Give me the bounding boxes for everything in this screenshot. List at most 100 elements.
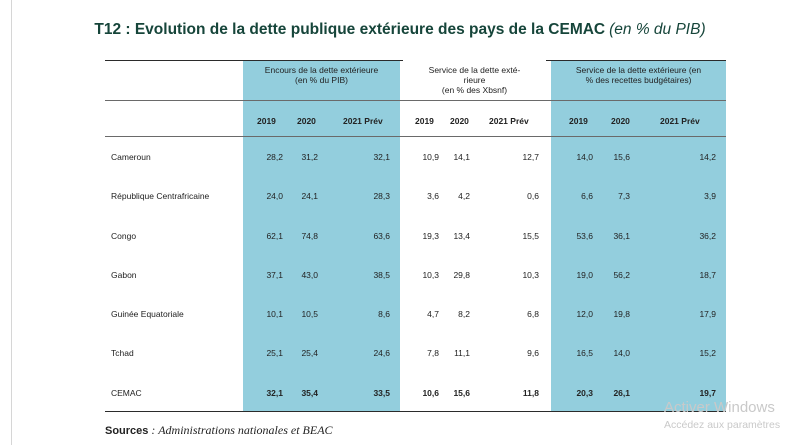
value-cell: 26,1 xyxy=(613,388,630,398)
value-cell: 16,5 xyxy=(576,348,593,358)
country-name: Congo xyxy=(111,231,137,241)
value-cell: 24,6 xyxy=(373,348,390,358)
group-header-line: Encours de la dette extérieure xyxy=(264,65,379,75)
value-cell: 9,6 xyxy=(527,348,539,358)
group-header-line: (en % des Xbsnf) xyxy=(441,85,508,95)
value-cell: 19,8 xyxy=(613,309,630,319)
country-name: Guinée Equatoriale xyxy=(111,309,184,319)
value-cell: 35,4 xyxy=(301,388,318,398)
watermark-line-2: Accédez aux paramètres xyxy=(664,419,781,431)
years-divider-rule xyxy=(105,136,726,137)
value-cell: 32,1 xyxy=(373,152,390,162)
value-cell: 28,3 xyxy=(373,191,390,201)
value-cell: 15,2 xyxy=(699,348,716,358)
country-name: Tchad xyxy=(111,348,134,358)
value-cell: 29,8 xyxy=(453,270,470,280)
value-cell: 7,8 xyxy=(427,348,439,358)
sources-label: Sources xyxy=(105,425,149,437)
sources-text: : Administrations nationales et BEAC xyxy=(151,423,333,437)
value-cell: 31,2 xyxy=(301,152,318,162)
year-header: 2019 xyxy=(257,116,276,126)
value-cell: 10,9 xyxy=(422,152,439,162)
group-header-service-budget: Service de la dette extérieure (en % des… xyxy=(551,65,726,85)
value-cell: 19,0 xyxy=(576,270,593,280)
service-xbsnf-header-bg xyxy=(403,60,546,100)
group-header-encours: Encours de la dette extérieure (en % du … xyxy=(243,65,400,85)
value-cell: 14,1 xyxy=(453,152,470,162)
value-cell: 3,9 xyxy=(704,191,716,201)
group-header-line: (en % du PIB) xyxy=(295,75,348,85)
value-cell: 36,1 xyxy=(613,231,630,241)
sources-note: Sources : Administrations nationales et … xyxy=(105,423,333,438)
value-cell: 14,0 xyxy=(576,152,593,162)
value-cell: 63,6 xyxy=(373,231,390,241)
value-cell: 15,6 xyxy=(453,388,470,398)
value-cell: 6,6 xyxy=(581,191,593,201)
year-header: 2020 xyxy=(297,116,316,126)
value-cell: 28,2 xyxy=(266,152,283,162)
value-cell: 4,7 xyxy=(427,309,439,319)
debt-table: Encours de la dette extérieure (en % du … xyxy=(105,60,726,412)
value-cell: 56,2 xyxy=(613,270,630,280)
value-cell: 24,1 xyxy=(301,191,318,201)
country-name: CEMAC xyxy=(111,388,142,398)
value-cell: 14,2 xyxy=(699,152,716,162)
value-cell: 11,8 xyxy=(522,388,539,398)
value-cell: 10,3 xyxy=(522,270,539,280)
value-cell: 17,9 xyxy=(699,309,716,319)
value-cell: 10,3 xyxy=(422,270,439,280)
value-cell: 74,8 xyxy=(301,231,318,241)
table-title: T12 : Evolution de la dette publique ext… xyxy=(0,21,800,39)
value-cell: 10,5 xyxy=(301,309,318,319)
year-header: 2021 Prév xyxy=(489,116,529,126)
value-cell: 3,6 xyxy=(427,191,439,201)
year-header: 2021 Prév xyxy=(343,116,383,126)
value-cell: 8,6 xyxy=(378,309,390,319)
value-cell: 0,6 xyxy=(527,191,539,201)
value-cell: 25,1 xyxy=(266,348,283,358)
value-cell: 33,5 xyxy=(373,388,390,398)
value-cell: 20,3 xyxy=(576,388,593,398)
group-header-line: rieure xyxy=(463,75,486,85)
table-bottom-rule xyxy=(105,411,726,412)
value-cell: 11,1 xyxy=(454,348,470,358)
year-header: 2019 xyxy=(569,116,588,126)
title-unit: (en % du PIB) xyxy=(609,21,706,38)
value-cell: 25,4 xyxy=(301,348,318,358)
value-cell: 18,7 xyxy=(699,270,716,280)
year-header: 2021 Prév xyxy=(660,116,700,126)
group-header-service-xbsnf: Service de la dette exté- rieure (en % d… xyxy=(403,65,546,95)
value-cell: 12,7 xyxy=(522,152,539,162)
value-cell: 32,1 xyxy=(266,388,283,398)
value-cell: 7,3 xyxy=(618,191,630,201)
title-text: T12 : Evolution de la dette publique ext… xyxy=(94,21,606,38)
windows-activation-watermark: Activer Windows Accédez aux paramètres xyxy=(664,399,780,431)
value-cell: 43,0 xyxy=(301,270,318,280)
year-header: 2020 xyxy=(611,116,630,126)
group-header-line: Service de la dette extérieure (en xyxy=(575,65,702,75)
service-budget-column-band xyxy=(551,60,726,412)
header-divider-rule xyxy=(105,100,726,101)
value-cell: 37,1 xyxy=(266,270,283,280)
value-cell: 6,8 xyxy=(527,309,539,319)
country-name: Cameroun xyxy=(111,152,151,162)
watermark-line-1: Activer Windows xyxy=(664,399,775,416)
group-header-line: Service de la dette exté- xyxy=(428,65,521,75)
value-cell: 12,0 xyxy=(576,309,593,319)
value-cell: 53,6 xyxy=(576,231,593,241)
value-cell: 19,7 xyxy=(699,388,716,398)
value-cell: 10,6 xyxy=(422,388,439,398)
value-cell: 15,6 xyxy=(613,152,630,162)
value-cell: 4,2 xyxy=(458,191,470,201)
value-cell: 38,5 xyxy=(373,270,390,280)
value-cell: 19,3 xyxy=(422,231,439,241)
value-cell: 10,1 xyxy=(266,309,283,319)
page-left-border xyxy=(11,0,12,445)
group-header-line: % des recettes budgétaires) xyxy=(585,75,692,85)
value-cell: 24,0 xyxy=(266,191,283,201)
value-cell: 15,5 xyxy=(522,231,539,241)
year-header: 2019 xyxy=(415,116,434,126)
value-cell: 36,2 xyxy=(699,231,716,241)
year-header: 2020 xyxy=(450,116,469,126)
value-cell: 13,4 xyxy=(453,231,470,241)
